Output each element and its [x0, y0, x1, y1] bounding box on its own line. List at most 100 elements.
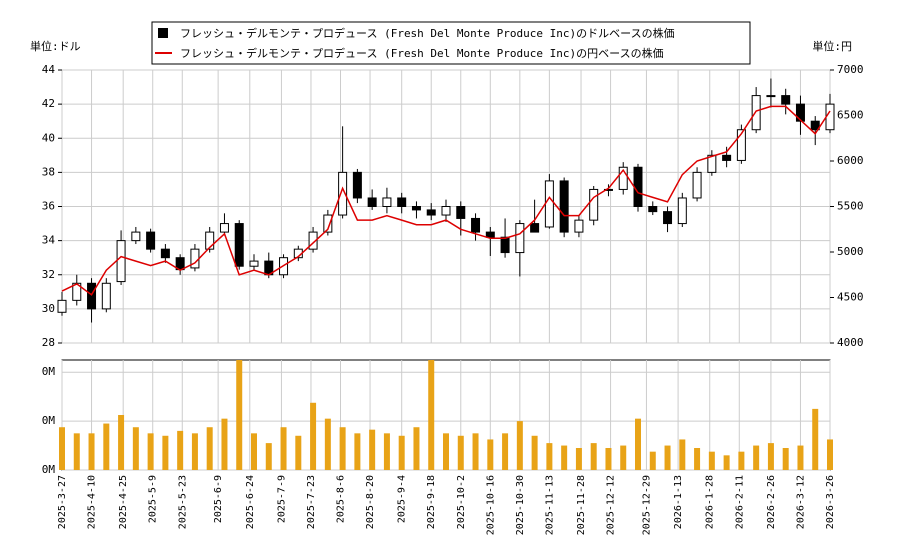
- x-tick-label: 2025-6-9: [213, 475, 224, 523]
- volume-bar: [118, 415, 125, 470]
- y-tick-label: 44: [42, 63, 56, 76]
- volume-bar: [516, 421, 523, 470]
- volume-bar: [147, 433, 154, 470]
- candle-body: [530, 223, 540, 233]
- volume-bar: [295, 435, 302, 470]
- y-tick-label: 0M: [42, 414, 56, 427]
- x-tick-label: 2025-12-29: [641, 475, 652, 535]
- candle-body: [751, 95, 761, 131]
- volume-bar: [162, 435, 169, 470]
- volume-bar: [590, 443, 597, 470]
- candle-body: [663, 211, 673, 225]
- x-tick-label: 2025-12-12: [606, 475, 617, 535]
- candle-body: [692, 171, 702, 199]
- candle-body: [574, 219, 584, 233]
- candle-body: [707, 154, 717, 173]
- candle-body: [131, 231, 141, 242]
- candle-body: [544, 180, 554, 228]
- x-tick-label: 2026-3-26: [825, 475, 836, 529]
- x-tick-label: 2025-11-28: [576, 475, 587, 535]
- x-tick-label: 2026-1-28: [705, 475, 716, 529]
- candle-body: [323, 214, 333, 233]
- candle-body: [441, 206, 451, 216]
- candle-body: [781, 95, 791, 105]
- candle-body: [736, 129, 746, 161]
- candle-body: [500, 236, 510, 254]
- volume-bar: [827, 439, 833, 470]
- candle-body: [367, 197, 377, 207]
- volume-bar: [59, 427, 65, 470]
- candle-body: [411, 206, 421, 211]
- candle-body: [633, 166, 643, 208]
- candle-body: [426, 209, 436, 216]
- candle-body: [101, 282, 111, 310]
- y-tick-label: 0M: [42, 365, 56, 378]
- y-tick-label: 36: [42, 200, 55, 213]
- volume-bar: [782, 448, 789, 470]
- x-tick-label: 2025-9-4: [397, 475, 408, 523]
- y2-axis-label: 単位:円: [812, 39, 852, 53]
- candle-body: [160, 248, 170, 259]
- volume-bar: [206, 427, 213, 470]
- x-tick-label: 2025-10-30: [515, 475, 526, 535]
- candle-body: [146, 231, 156, 250]
- candle-body: [87, 282, 97, 310]
- candle-body: [722, 154, 732, 161]
- candle-body: [249, 260, 259, 267]
- y-tick-label: 40: [42, 131, 55, 144]
- x-tick-label: 2025-5-23: [177, 475, 188, 529]
- y2-tick-label: 4500: [837, 291, 864, 304]
- candle-body: [382, 197, 392, 207]
- candle-body: [456, 206, 466, 219]
- y2-tick-label: 4000: [837, 336, 864, 349]
- volume-bar: [635, 418, 641, 470]
- legend-box: [151, 21, 751, 65]
- x-tick-label: 2025-7-23: [306, 475, 317, 529]
- volume-bar: [383, 433, 390, 470]
- price-line: [61, 105, 831, 296]
- candle-body: [648, 206, 658, 213]
- x-tick-label: 2026-2-26: [766, 475, 777, 529]
- volume-bar: [191, 433, 198, 470]
- x-tick-label: 2025-11-13: [544, 475, 555, 535]
- volume-bar: [649, 451, 656, 470]
- candle-body: [234, 223, 244, 267]
- volume-bar: [664, 445, 671, 470]
- volume-bar: [457, 435, 464, 470]
- volume-bar: [546, 443, 553, 470]
- x-tick-label: 2025-3-27: [57, 475, 68, 529]
- volume-bar: [236, 360, 243, 470]
- volume-bar: [177, 430, 184, 470]
- x-tick-label: 2025-8-6: [336, 475, 347, 523]
- legend-marker: [158, 28, 168, 38]
- y2-tick-label: 6000: [837, 154, 864, 167]
- volume-bar: [398, 435, 405, 470]
- volume-bar: [428, 360, 435, 470]
- candle-body: [308, 231, 318, 250]
- candle-body: [589, 188, 599, 221]
- volume-bar: [88, 433, 95, 470]
- x-tick-label: 2025-8-20: [365, 475, 376, 529]
- x-tick-label: 2025-4-10: [87, 475, 98, 529]
- x-tick-label: 2026-2-11: [734, 475, 745, 529]
- volume-bar: [620, 445, 627, 470]
- volume-bar: [251, 433, 257, 470]
- candle-body: [57, 299, 67, 313]
- candle-body: [515, 223, 525, 254]
- volume-bar: [280, 427, 287, 470]
- volume-bar: [753, 445, 760, 470]
- y-tick-label: 42: [42, 97, 55, 110]
- y-tick-label: 38: [42, 165, 55, 178]
- volume-bar: [324, 418, 331, 470]
- y2-tick-label: 6500: [837, 109, 864, 122]
- x-tick-label: 2026-3-12: [795, 475, 806, 529]
- y-tick-label: 32: [42, 268, 55, 281]
- candle-body: [338, 171, 348, 216]
- volume-bar: [310, 402, 317, 470]
- candle-body: [618, 166, 628, 190]
- x-tick-label: 2026-1-13: [673, 475, 684, 529]
- volume-bar: [738, 451, 745, 470]
- y-axis-label: 単位:ドル: [30, 39, 81, 53]
- volume-bar: [708, 451, 715, 470]
